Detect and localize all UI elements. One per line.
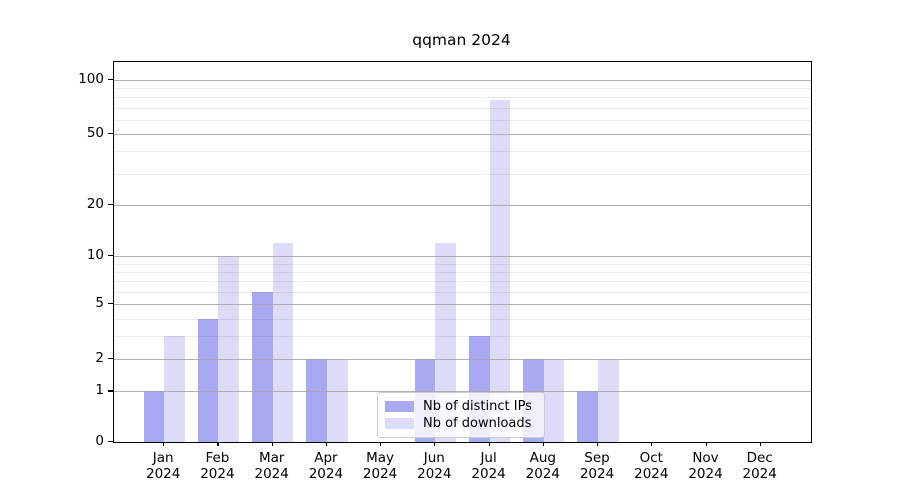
gridline-minor-7 — [114, 281, 811, 283]
bar-distinct-ips-sep — [577, 391, 599, 442]
bar-downloads-jan — [164, 336, 185, 442]
x-tick-mark-sep — [597, 442, 599, 447]
gridline-minor-3 — [114, 336, 811, 338]
y-tick-label-2: 2 — [95, 350, 104, 367]
gridline-major-2 — [114, 359, 811, 361]
x-tick-mark-jan — [163, 442, 165, 447]
x-tick-mark-dec — [759, 442, 761, 447]
x-tick-label-aug: Aug 2024 — [525, 450, 560, 482]
x-tick-mark-oct — [651, 442, 653, 447]
y-tick-mark-5 — [108, 303, 113, 305]
y-tick-mark-50 — [108, 133, 113, 135]
x-tick-label-mar: Mar 2024 — [254, 450, 289, 482]
y-tick-mark-2 — [108, 358, 113, 360]
gridline-major-10 — [114, 255, 811, 257]
gridline-major-1 — [114, 391, 811, 393]
x-tick-label-sep: Sep 2024 — [579, 450, 615, 482]
x-tick-label-oct: Oct 2024 — [634, 450, 669, 482]
gridline-minor-30 — [114, 173, 811, 175]
y-tick-label-20: 20 — [86, 195, 104, 212]
gridline-major-20 — [114, 204, 811, 206]
y-tick-mark-20 — [108, 203, 113, 205]
legend-label-distinct-ips: Nb of distinct IPs — [423, 399, 532, 414]
plot-area — [113, 61, 812, 443]
legend-entry-downloads: Nb of downloads — [385, 415, 536, 432]
gridline-major-100 — [114, 79, 811, 81]
x-tick-mark-nov — [705, 442, 707, 447]
gridline-minor-6 — [114, 291, 811, 293]
bar-downloads-sep — [598, 359, 619, 442]
gridline-minor-4 — [114, 318, 811, 320]
gridline-minor-9 — [114, 263, 811, 265]
x-tick-mark-feb — [217, 442, 219, 447]
gridline-minor-80 — [114, 97, 811, 99]
y-tick-mark-1 — [108, 390, 113, 392]
legend-swatch-distinct-ips — [385, 401, 414, 412]
x-tick-mark-apr — [325, 442, 328, 447]
x-tick-label-dec: Dec 2024 — [742, 450, 777, 482]
y-tick-label-0: 0 — [95, 433, 104, 449]
x-tick-label-feb: Feb 2024 — [200, 450, 235, 482]
x-tick-mark-may — [380, 442, 382, 447]
x-tick-mark-aug — [542, 442, 544, 447]
x-tick-label-jun: Jun 2024 — [417, 450, 452, 482]
gridline-minor-70 — [114, 107, 811, 109]
plot-inner — [114, 62, 811, 442]
gridline-minor-40 — [114, 151, 811, 153]
y-tick-label-1: 1 — [95, 382, 104, 399]
gridline-major-50 — [114, 134, 811, 135]
gridline-minor-90 — [114, 88, 811, 89]
y-tick-label-100: 100 — [78, 70, 104, 87]
gridline-minor-60 — [114, 119, 811, 121]
y-tick-label-5: 5 — [95, 295, 104, 312]
y-tick-mark-100 — [108, 78, 113, 80]
y-tick-mark-0 — [108, 441, 113, 443]
x-tick-mark-mar — [271, 442, 273, 447]
y-tick-label-10: 10 — [86, 246, 104, 263]
y-tick-label-50: 50 — [86, 125, 104, 141]
chart-title: qqman 2024 — [412, 31, 511, 49]
legend-entry-distinct-ips: Nb of distinct IPs — [385, 398, 536, 415]
x-tick-label-jul: Jul 2024 — [471, 450, 506, 482]
bar-downloads-feb — [218, 255, 240, 442]
bar-distinct-ips-feb — [197, 318, 219, 442]
bar-downloads-apr — [326, 359, 348, 442]
gridline-major-5 — [114, 304, 811, 306]
legend: Nb of distinct IPs Nb of downloads — [377, 392, 545, 438]
bar-downloads-aug — [543, 359, 565, 442]
y-tick-mark-10 — [108, 254, 113, 257]
bar-distinct-ips-jan — [143, 391, 165, 442]
legend-swatch-downloads — [385, 418, 414, 429]
x-tick-mark-jul — [488, 442, 490, 447]
gridline-minor-8 — [114, 271, 811, 273]
x-tick-label-apr: Apr 2024 — [308, 450, 344, 482]
legend-label-downloads: Nb of downloads — [423, 416, 532, 431]
x-tick-label-may: May 2024 — [362, 450, 398, 482]
x-tick-mark-jun — [434, 442, 436, 447]
bar-distinct-ips-apr — [306, 359, 327, 442]
bar-distinct-ips-mar — [251, 291, 273, 442]
x-tick-label-jan: Jan 2024 — [146, 450, 181, 482]
x-tick-label-nov: Nov 2024 — [688, 450, 723, 482]
bar-downloads-jul — [489, 100, 511, 442]
